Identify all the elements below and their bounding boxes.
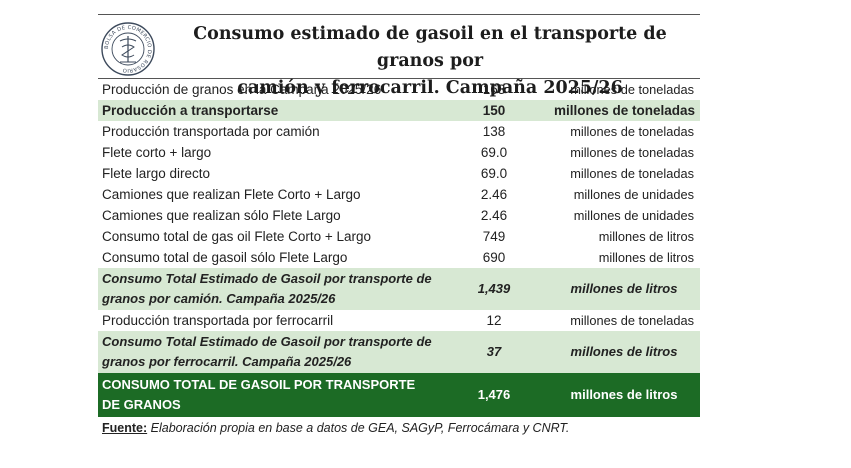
table-row-subtotal-rail: Consumo Total Estimado de Gasoil por tra… [98,331,700,373]
row-unit: millones de unidades [573,208,694,223]
table-row: Producción transportada por camión 138 m… [98,121,700,142]
table-row-grand-total: CONSUMO TOTAL DE GASOIL POR TRANSPORTE D… [98,373,700,417]
bolsa-comercio-seal-icon: BOLSA DE COMERCIO DE ROSARIO [101,22,155,76]
row-unit: millones de toneladas [550,100,700,121]
row-label: Producción a transportarse [98,100,438,121]
row-unit: millones de litros [550,268,700,310]
row-label: Consumo Total Estimado de Gasoil por tra… [98,331,438,373]
row-value: 138 [482,124,506,139]
row-value: 2.46 [480,208,508,223]
row-value: 12 [486,313,502,328]
row-unit: millones de litros [550,331,700,373]
row-label: Camiones que realizan Flete Corto + Larg… [102,187,361,202]
row-value: 150 [438,100,550,121]
row-label: Consumo total de gas oil Flete Corto + L… [102,229,372,244]
table-row: Flete largo directo 69.0 millones de ton… [98,163,700,184]
row-value: 69.0 [480,145,508,160]
row-label: Consumo total de gasoil sólo Flete Largo [102,250,348,265]
row-label: Camiones que realizan sólo Flete Largo [102,208,341,223]
report-table-container: BOLSA DE COMERCIO DE ROSARIO Consumo est… [98,14,700,435]
row-value: 1,439 [438,268,550,310]
consumption-table: Producción de granos en la Campaña 2025/… [98,79,700,417]
row-unit: millones de toneladas [570,166,694,181]
row-value: 163 [482,82,506,97]
table-row: Camiones que realizan Flete Corto + Larg… [98,184,700,205]
table-header: BOLSA DE COMERCIO DE ROSARIO Consumo est… [98,14,700,98]
row-value: 69.0 [480,166,508,181]
table-row: Consumo total de gas oil Flete Corto + L… [98,226,700,247]
row-value: 2.46 [480,187,508,202]
row-value: 749 [482,229,506,244]
source-note: Fuente: Elaboración propia en base a dat… [98,421,700,435]
title-line-1: Consumo estimado de gasoil en el transpo… [193,24,667,71]
row-value: 37 [438,331,550,373]
source-text: Elaboración propia en base a datos de GE… [150,421,570,435]
row-label: Consumo Total Estimado de Gasoil por tra… [98,268,438,310]
row-label: Producción transportada por camión [102,124,320,139]
row-value: 1,476 [438,373,550,417]
row-label: Flete largo directo [102,166,211,181]
table-row: Camiones que realizan sólo Flete Largo 2… [98,205,700,226]
row-unit: millones de toneladas [570,145,694,160]
row-unit: millones de toneladas [570,82,694,97]
table-row: Producción de granos en la Campaña 2025/… [98,79,700,100]
row-unit: millones de unidades [573,187,694,202]
row-label: Producción de granos en la Campaña 2025/… [102,82,382,97]
table-row-subtotal-truck: Consumo Total Estimado de Gasoil por tra… [98,268,700,310]
row-label: Flete corto + largo [102,145,212,160]
table-row: Producción transportada por ferrocarril … [98,310,700,331]
row-unit: millones de toneladas [570,313,694,328]
title-line-2: camión y ferrocarril. Campaña 2025/26 [237,78,623,98]
table-row-highlight: Producción a transportarse 150 millones … [98,100,700,121]
row-unit: millones de litros [598,229,694,244]
row-label: CONSUMO TOTAL DE GASOIL POR TRANSPORTE D… [98,373,438,417]
row-value: 690 [482,250,506,265]
row-unit: millones de litros [550,373,700,417]
page-title: Consumo estimado de gasoil en el transpo… [160,21,700,102]
row-unit: millones de toneladas [570,124,694,139]
table-row: Consumo total de gasoil sólo Flete Largo… [98,247,700,268]
source-label: Fuente: [102,421,148,435]
row-unit: millones de litros [598,250,694,265]
table-row: Flete corto + largo 69.0 millones de ton… [98,142,700,163]
row-label: Producción transportada por ferrocarril [102,313,334,328]
